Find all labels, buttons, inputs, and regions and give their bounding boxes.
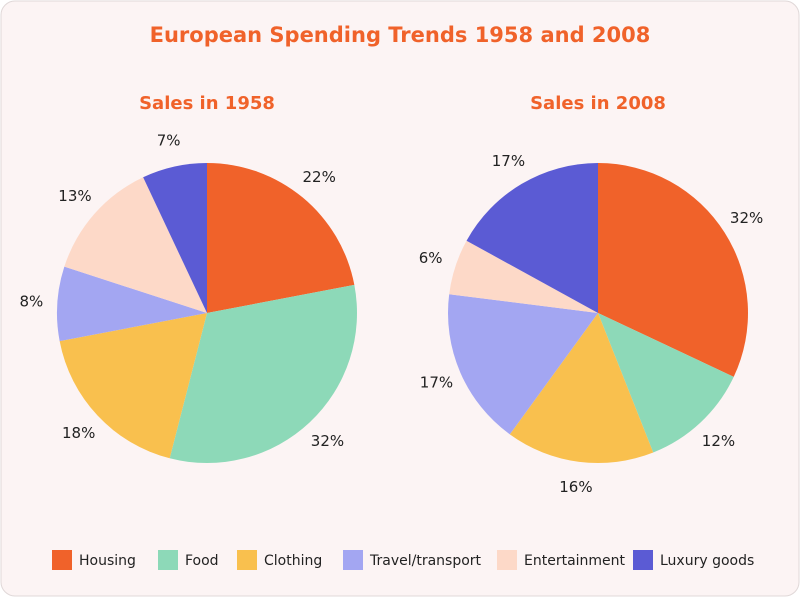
value-label: 16% <box>559 478 592 496</box>
legend-swatch <box>237 550 257 570</box>
value-label: 32% <box>730 209 763 227</box>
legend-label: Housing <box>79 553 136 569</box>
pie-slice <box>143 163 207 313</box>
chart-title: European Spending Trends 1958 and 2008 <box>150 23 651 47</box>
legend-swatch <box>633 550 653 570</box>
value-label: 32% <box>311 432 344 450</box>
value-label: 8% <box>19 292 43 310</box>
legend-label: Luxury goods <box>660 553 754 569</box>
legend-swatch <box>497 550 517 570</box>
pie-slice <box>56 266 208 342</box>
pie-slice <box>598 163 748 377</box>
value-label: 18% <box>62 424 95 442</box>
value-label: 17% <box>492 152 525 170</box>
pie-slice <box>59 313 207 459</box>
pie-slice <box>466 163 598 313</box>
legend-swatch <box>52 550 72 570</box>
value-label: 13% <box>58 187 91 205</box>
pie-slice <box>509 313 654 463</box>
pie-title: Sales in 1958 <box>139 93 275 114</box>
value-label: 7% <box>157 132 181 150</box>
value-label: 17% <box>420 373 453 391</box>
pie-slice <box>449 240 598 313</box>
pie-title: Sales in 2008 <box>530 93 666 114</box>
legend-label: Travel/transport <box>369 553 482 569</box>
pie-slice <box>169 284 357 464</box>
value-label: 12% <box>702 432 735 450</box>
legend-swatch <box>343 550 363 570</box>
legend-label: Clothing <box>264 553 322 569</box>
pie-slice <box>207 163 355 313</box>
pie-slice <box>598 313 734 453</box>
legend-swatch <box>158 550 178 570</box>
legend-label: Entertainment <box>524 553 626 569</box>
value-label: 6% <box>419 249 443 267</box>
pie-slice <box>448 294 598 435</box>
legend-label: Food <box>185 553 219 569</box>
pie-slice <box>64 177 207 313</box>
value-label: 22% <box>303 168 336 186</box>
